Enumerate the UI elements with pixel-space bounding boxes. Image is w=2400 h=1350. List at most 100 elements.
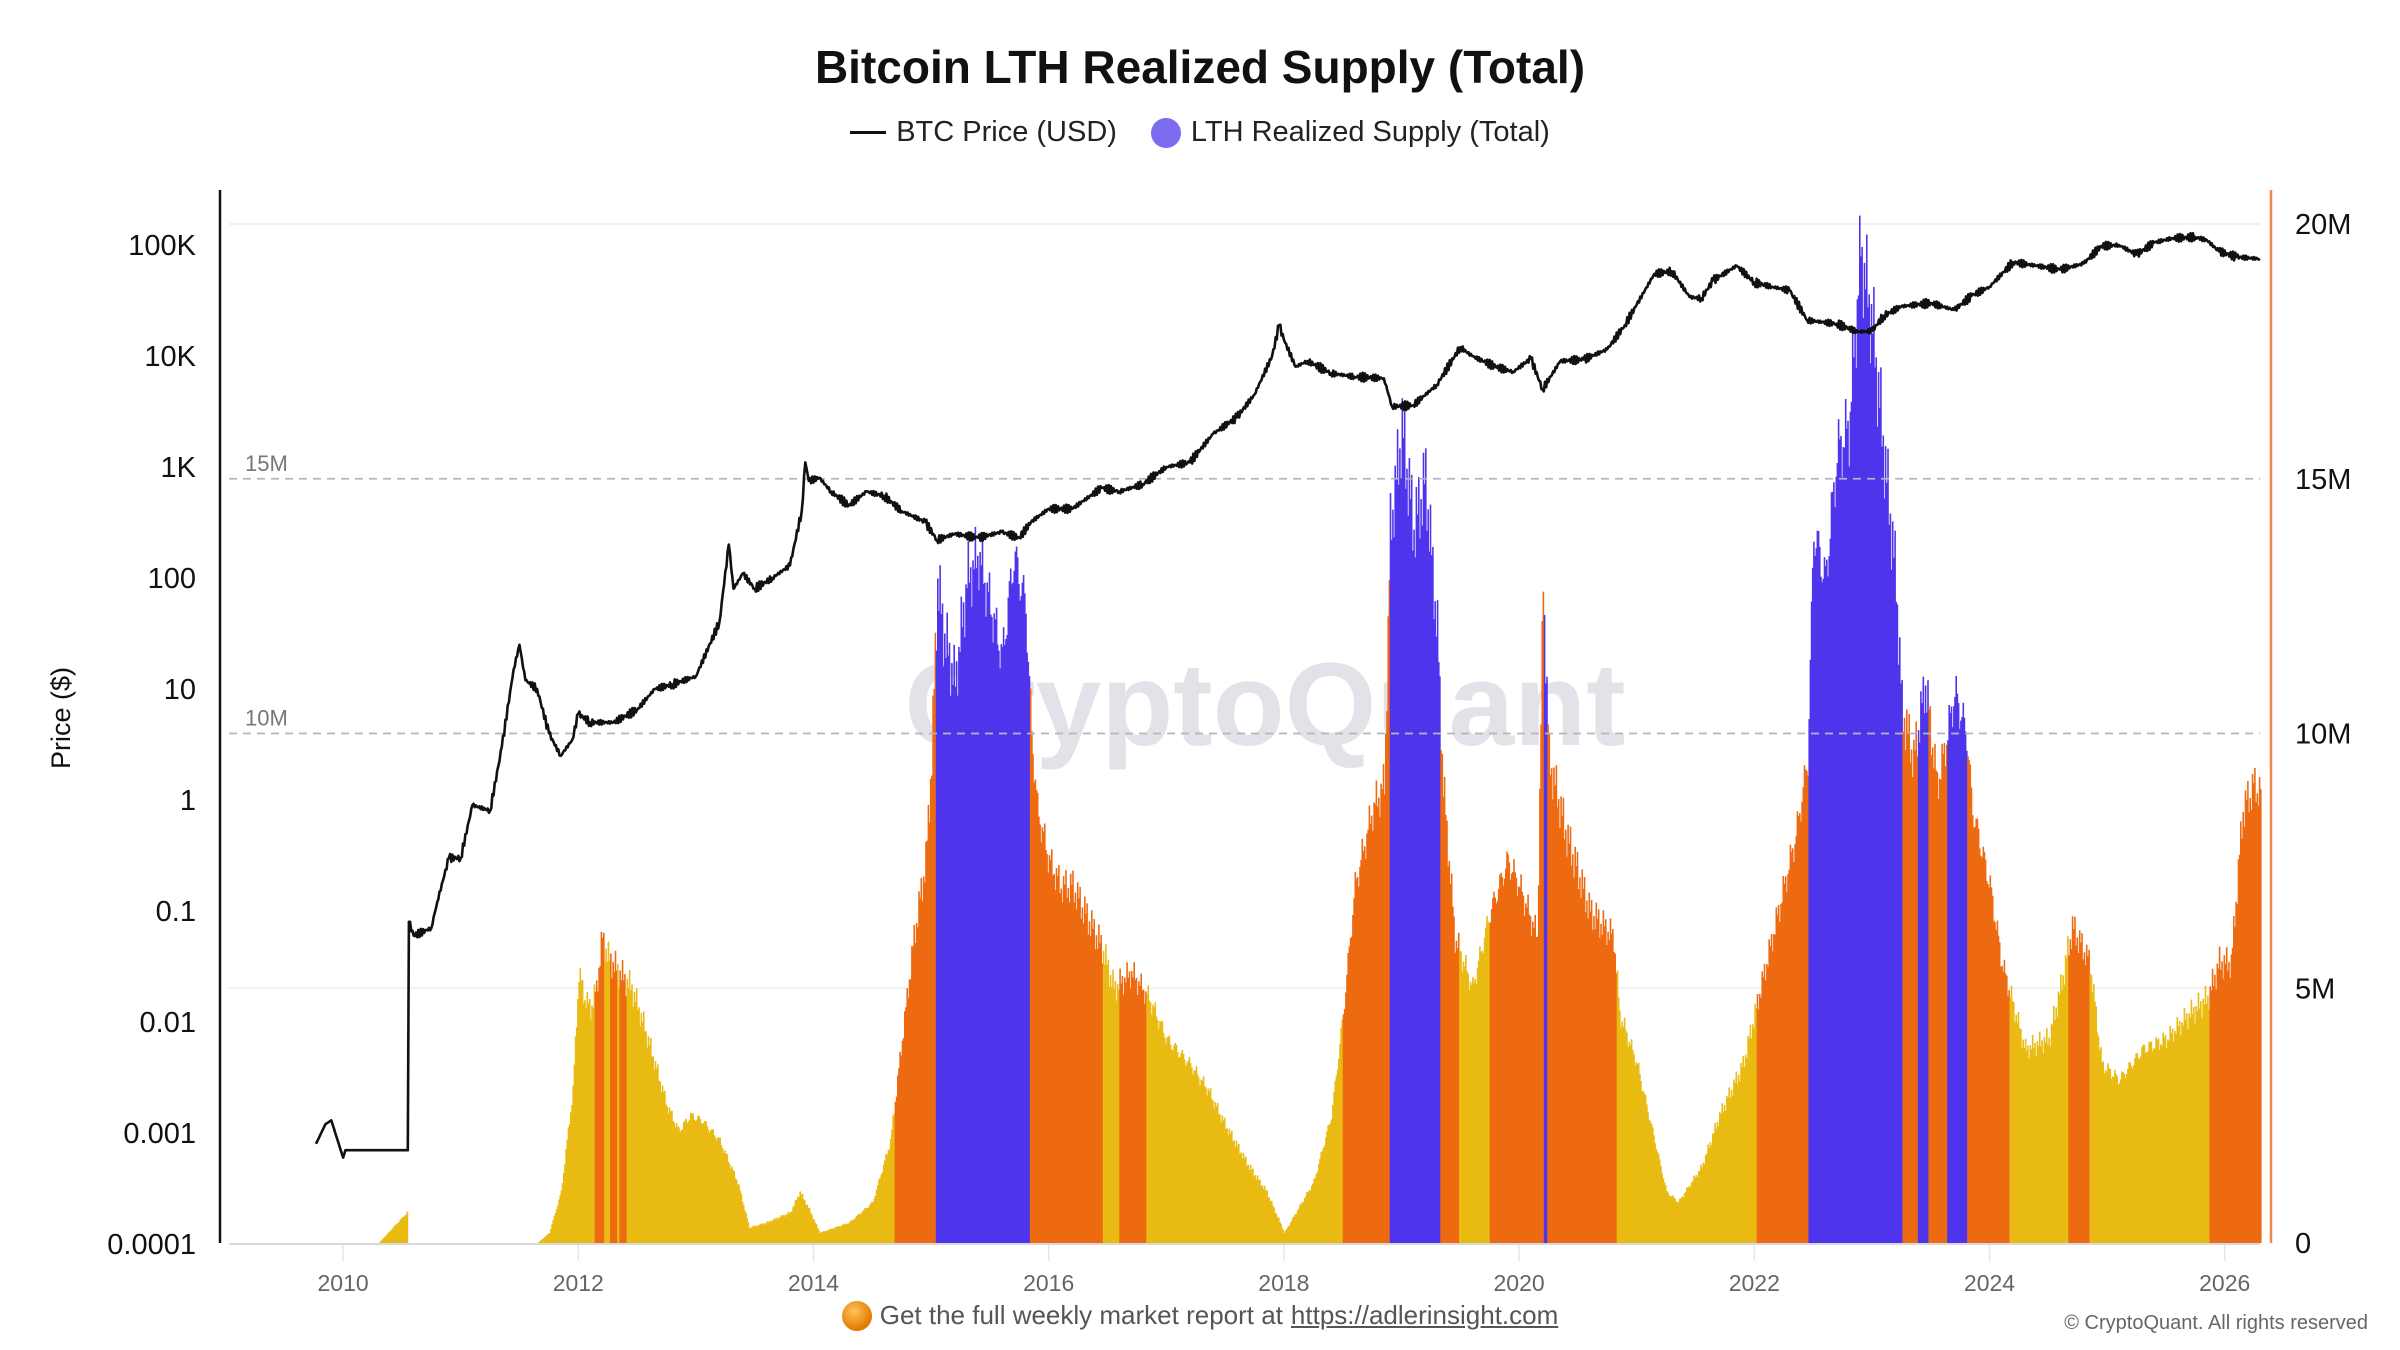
supply-bar — [1921, 703, 1923, 1243]
supply-bar — [1515, 877, 1518, 1243]
supply-bar — [1195, 1066, 1198, 1243]
supply-bar — [1302, 1202, 1305, 1243]
supply-bar — [1442, 796, 1445, 1243]
supply-bar — [2194, 1023, 2196, 1243]
supply-bar — [1996, 920, 1999, 1243]
supply-bar — [1004, 644, 1006, 1243]
supply-bar — [1052, 875, 1054, 1243]
supply-bar — [1505, 868, 1507, 1243]
supply-bar — [2167, 1039, 2169, 1243]
supply-bar — [1033, 782, 1035, 1243]
supply-bar — [1895, 601, 1897, 1243]
supply-bar — [1796, 811, 1799, 1243]
supply-bar — [1232, 1141, 1234, 1243]
supply-bar — [1802, 787, 1805, 1243]
supply-bar — [751, 1227, 753, 1243]
supply-bar — [1590, 899, 1593, 1243]
supply-bar — [560, 1190, 563, 1243]
supply-bar — [1708, 1147, 1710, 1243]
supply-bar — [2196, 1011, 2199, 1243]
supply-bar — [1632, 1050, 1634, 1243]
supply-bar — [1113, 989, 1115, 1243]
supply-bar — [2158, 1049, 2161, 1243]
supply-bar — [1717, 1125, 1720, 1243]
supply-bar — [1088, 921, 1091, 1243]
supply-bar — [612, 962, 614, 1243]
supply-bar — [1256, 1175, 1259, 1243]
supply-bar — [1223, 1117, 1226, 1243]
supply-bar — [1280, 1224, 1282, 1243]
supply-bar — [1394, 465, 1396, 1244]
supply-bar — [2103, 1073, 2106, 1243]
supply-bar — [806, 1204, 808, 1243]
supply-bar — [945, 657, 947, 1243]
supply-bar — [851, 1220, 853, 1243]
supply-bar — [1482, 953, 1485, 1243]
supply-bar — [975, 568, 978, 1243]
supply-bar — [1072, 870, 1074, 1243]
supply-bar — [1988, 887, 1990, 1243]
supply-bar — [861, 1211, 864, 1243]
coin-icon — [841, 1300, 872, 1331]
supply-bar — [1930, 755, 1933, 1243]
supply-bar — [2204, 986, 2207, 1243]
supply-bar — [384, 1236, 386, 1243]
supply-bar — [964, 637, 966, 1243]
supply-bar — [800, 1194, 803, 1243]
supply-bar — [2097, 1036, 2100, 1243]
supply-bar — [912, 946, 914, 1243]
supply-bar — [1129, 988, 1132, 1243]
supply-bar — [1139, 985, 1141, 1243]
supply-bar — [2161, 1045, 2163, 1243]
supply-bar — [1366, 833, 1368, 1243]
supply-bar — [2116, 1076, 2119, 1243]
supply-bar — [1963, 717, 1966, 1243]
supply-bar — [1562, 797, 1565, 1243]
supply-bar — [670, 1111, 672, 1243]
supply-bar — [2174, 1031, 2176, 1243]
supply-bar — [951, 663, 953, 1243]
supply-bar — [913, 925, 915, 1243]
supply-bar — [818, 1230, 820, 1243]
supply-bar — [1219, 1114, 1221, 1243]
line-swatch-icon — [850, 131, 887, 134]
report-link[interactable]: https://adlerinsight.com — [1290, 1300, 1559, 1330]
supply-bar — [1454, 952, 1456, 1243]
supply-bar — [768, 1220, 771, 1243]
supply-bar — [1695, 1175, 1698, 1243]
supply-bar — [835, 1226, 838, 1243]
supply-bar — [679, 1132, 681, 1243]
supply-bar — [954, 686, 957, 1243]
supply-bar — [1374, 804, 1377, 1243]
supply-bar — [1983, 851, 1986, 1243]
supply-bar — [1433, 619, 1435, 1243]
supply-bar — [539, 1240, 542, 1243]
supply-bar — [840, 1226, 843, 1243]
supply-bar — [1503, 878, 1506, 1243]
supply-bar — [673, 1122, 676, 1243]
legend-item-supply[interactable]: LTH Realized Supply (Total) — [1150, 116, 1550, 149]
supply-bar — [1372, 830, 1374, 1243]
supply-bar — [2008, 990, 2010, 1243]
legend-item-price[interactable]: BTC Price (USD) — [850, 116, 1117, 149]
supply-bar — [2215, 989, 2217, 1243]
supply-bar — [1764, 980, 1767, 1243]
supply-bar — [608, 960, 611, 1243]
supply-bar — [2001, 965, 2003, 1243]
supply-bar — [2078, 930, 2081, 1243]
supply-bar — [1028, 676, 1031, 1243]
supply-bar — [1055, 868, 1058, 1243]
supply-bar — [637, 1009, 639, 1243]
supply-bar — [865, 1208, 867, 1243]
supply-bar — [606, 961, 609, 1243]
supply-bar — [1657, 1154, 1660, 1243]
supply-bar — [660, 1092, 663, 1243]
supply-bar — [1335, 1075, 1338, 1243]
supply-bar — [1382, 763, 1385, 1243]
supply-bar — [1882, 435, 1885, 1243]
supply-bar — [727, 1161, 730, 1243]
supply-bar — [1025, 613, 1027, 1243]
supply-bar — [1774, 934, 1776, 1243]
supply-bar — [2084, 965, 2087, 1243]
supply-bar — [2018, 1028, 2021, 1243]
